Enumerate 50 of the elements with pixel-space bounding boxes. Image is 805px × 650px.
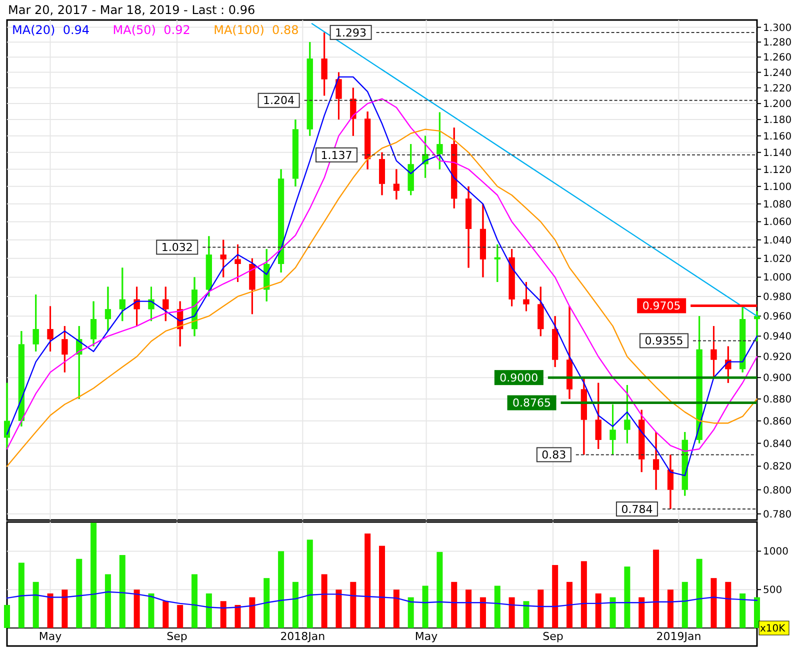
y-tick-label: 1.280: [763, 38, 792, 49]
y-tick-label: 1.180: [763, 115, 792, 126]
y-tick-label: 1.000: [763, 272, 792, 284]
y-tick-label: 1.120: [763, 164, 792, 176]
x-tick-label: May: [414, 630, 438, 643]
y-tick-label: 0.940: [763, 332, 792, 343]
text: MA(20) 0.94: [12, 23, 90, 38]
y-tick-label: 0.920: [763, 352, 792, 364]
y-tick-label: 1.220: [763, 83, 792, 94]
x-tick-label: May: [38, 630, 62, 643]
ref-line-label: 0.9705: [642, 300, 681, 313]
y-tick-label: 0.960: [763, 312, 792, 323]
text: x10K: [760, 624, 786, 634]
y-tick-label: 0.800: [763, 485, 792, 496]
ref-line-label: 1.293: [335, 26, 367, 40]
y-tick-label: 0.880: [763, 394, 792, 406]
y-tick-label: 0.900: [763, 373, 792, 384]
y-tick-label: 1.240: [763, 68, 792, 79]
ref-line-label: 0.9000: [500, 371, 538, 384]
y-tick-label: 0.840: [763, 438, 792, 450]
y-tick-label: 1.140: [763, 148, 792, 159]
x-tick-label: 2019Jan: [656, 630, 702, 643]
y-tick-label: 0.860: [763, 416, 792, 428]
y-tick-label: 1.020: [763, 254, 792, 265]
x-tick-label: Sep: [542, 630, 564, 643]
y-tick-label: 0.780: [763, 509, 792, 520]
y-tick-label: 1.300: [763, 22, 792, 34]
text: MA(50) 0.92: [112, 23, 190, 38]
y-tick-label: 0.820: [763, 462, 792, 473]
x-tick-label: 2018Jan: [280, 630, 326, 643]
y-tick-label: 1.100: [763, 182, 792, 193]
y-tick-label: 1.260: [763, 52, 792, 64]
y-tick-label: 500: [763, 585, 782, 596]
ref-line-label: 1.032: [161, 241, 193, 254]
ref-line-label: 0.83: [542, 448, 566, 462]
ref-line-label: 0.9355: [644, 334, 684, 348]
x-tick-label: Sep: [166, 630, 188, 643]
y-tick-label: 1.060: [763, 217, 792, 228]
y-tick-label: 0.980: [763, 292, 792, 303]
y-tick-label: 1.040: [763, 235, 792, 246]
ref-line-label: 0.784: [621, 502, 653, 516]
y-tick-label: 1.160: [763, 131, 792, 142]
y-tick-label: 1000: [763, 546, 788, 558]
ref-line-label: 0.8765: [512, 396, 552, 410]
ref-line-label: 1.137: [320, 148, 352, 162]
chart-title: Mar 20, 2017 - Mar 18, 2019 - Last : 0.96: [8, 3, 256, 17]
y-tick-label: 1.080: [763, 199, 792, 210]
y-tick-label: 1.200: [763, 99, 792, 110]
text: MA(100) 0.88: [214, 23, 299, 38]
ref-line-label: 1.204: [263, 94, 295, 108]
